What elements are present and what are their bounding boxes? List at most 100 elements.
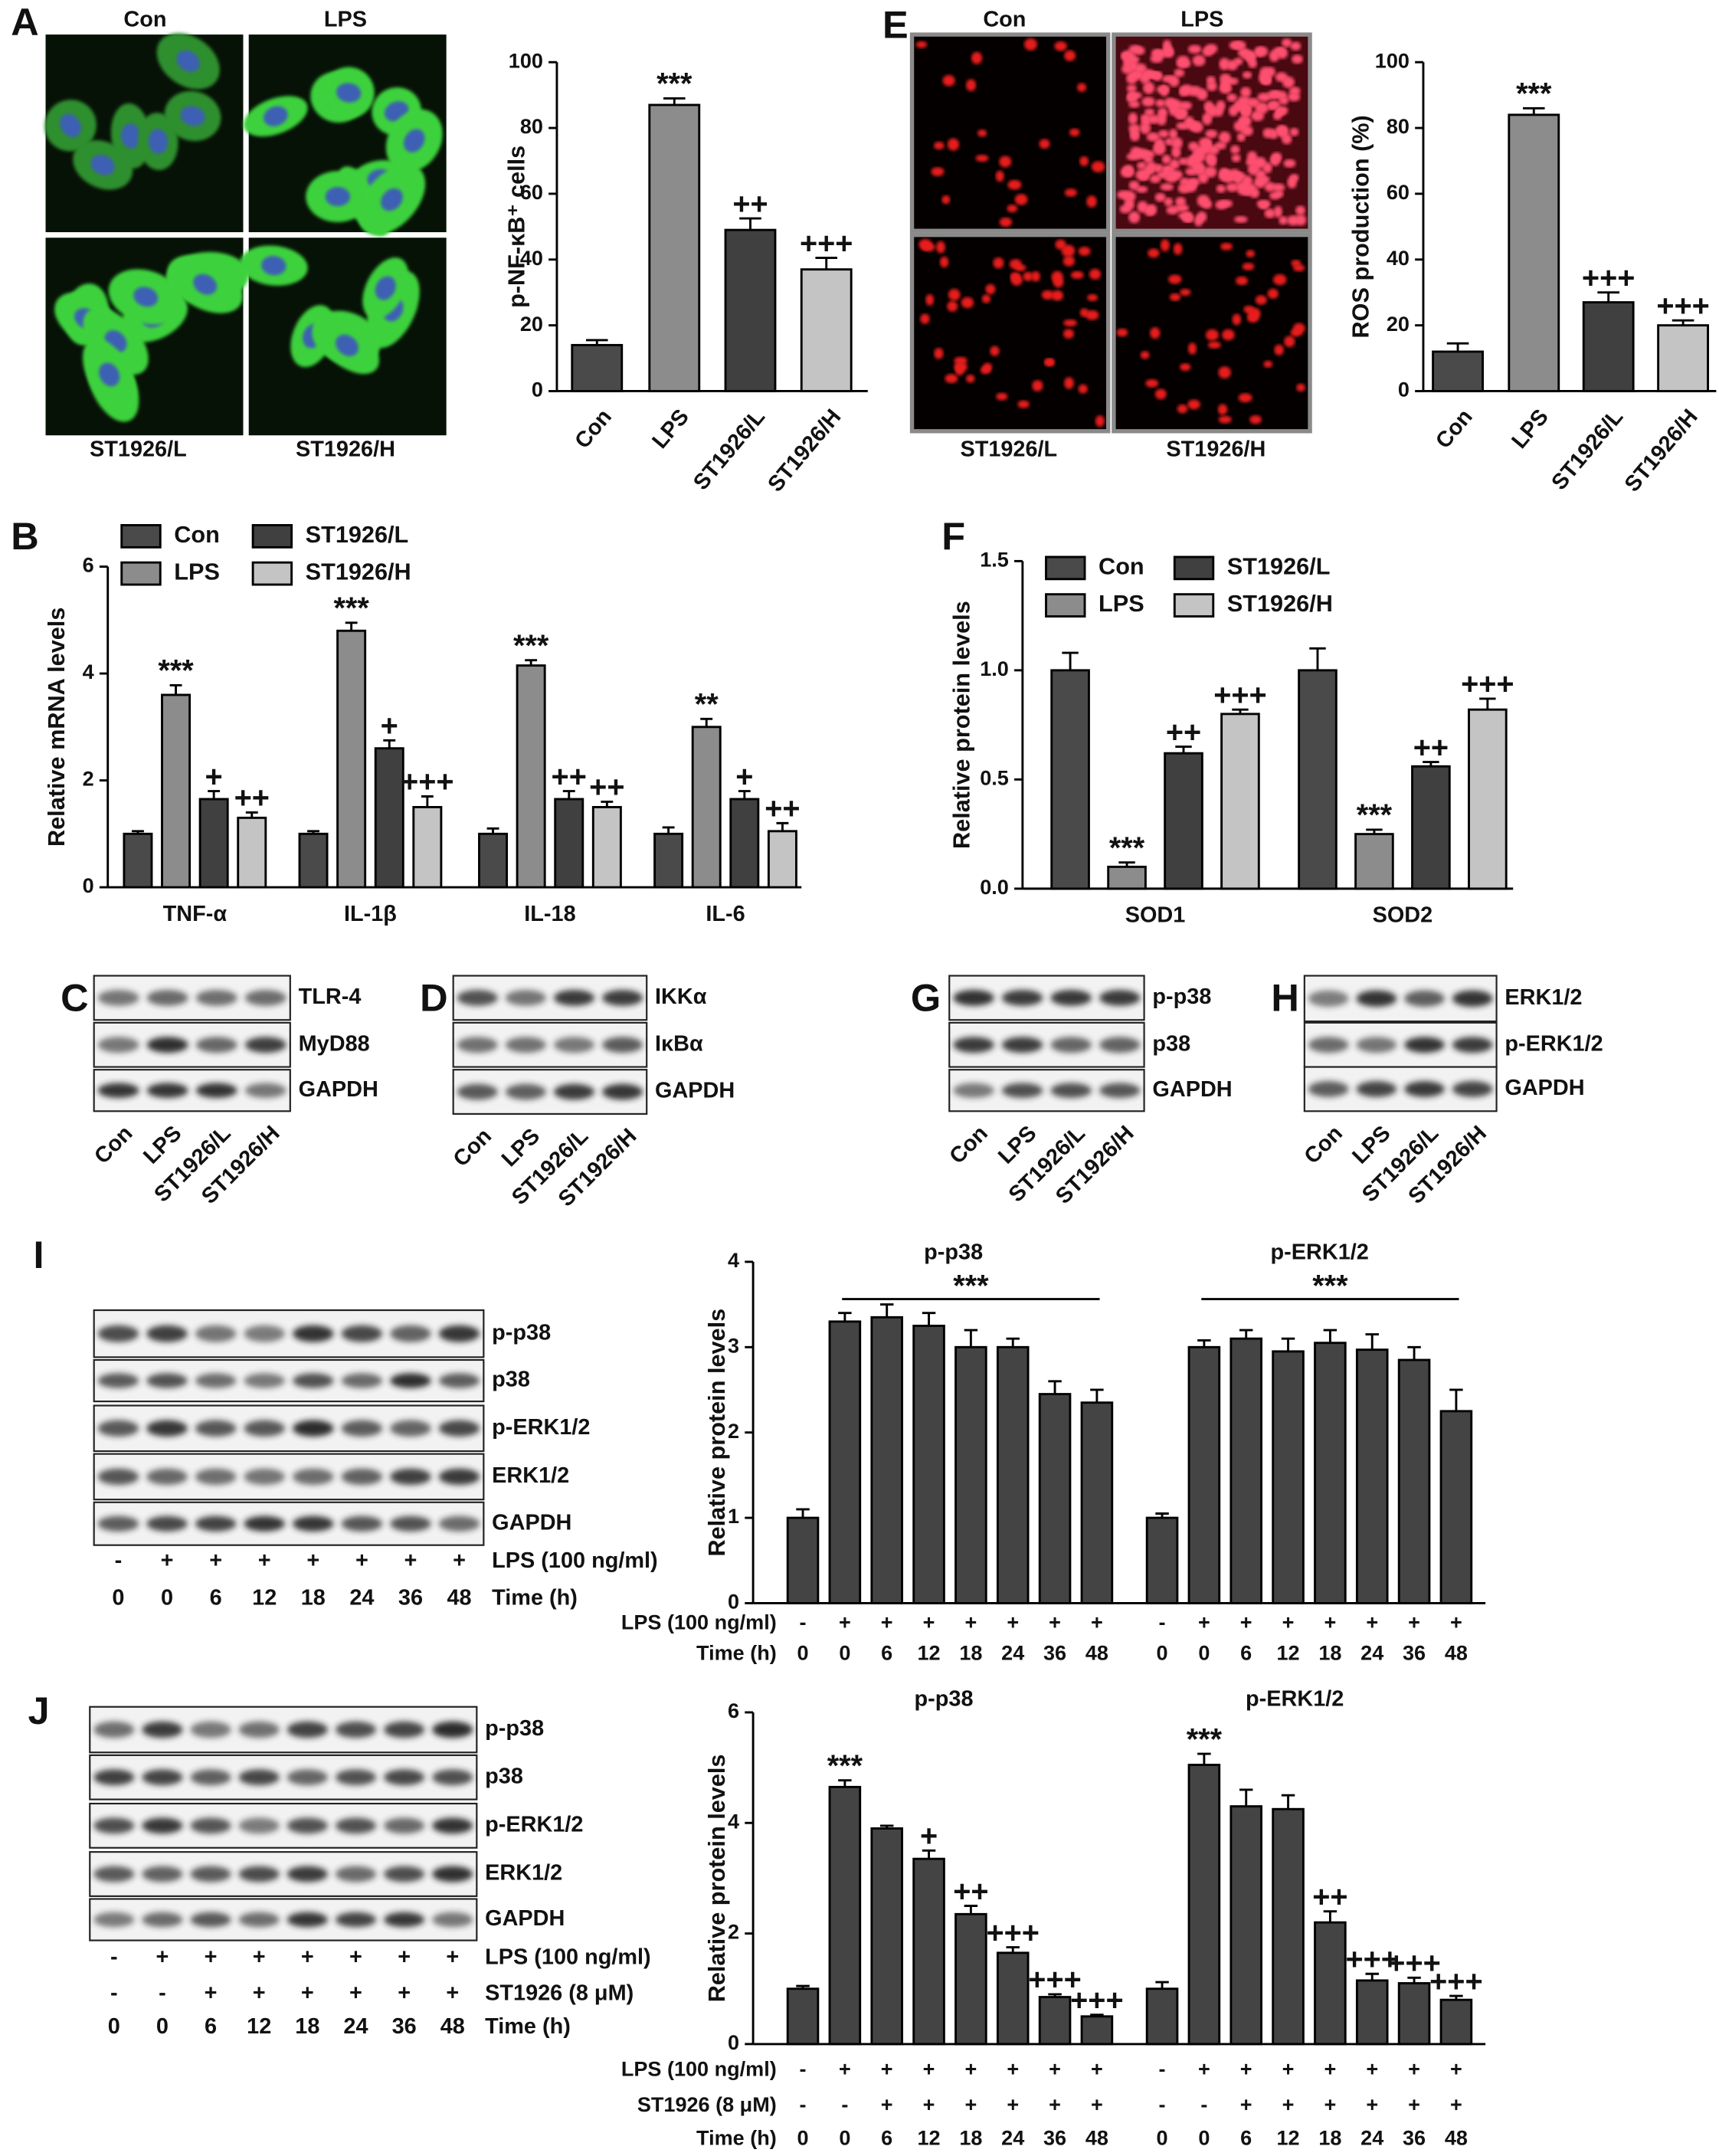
bar	[996, 1345, 1030, 1604]
nucleus	[1198, 172, 1209, 184]
bar	[1397, 1982, 1431, 2046]
nucleus	[1213, 106, 1224, 117]
blot-band	[390, 1373, 431, 1388]
bar	[336, 629, 367, 889]
blot-band	[190, 1817, 231, 1834]
significance: +++	[1656, 289, 1710, 323]
legend-label: ST1926/L	[1227, 553, 1331, 579]
blot-band	[286, 1721, 328, 1738]
nucleus	[1041, 290, 1054, 300]
nucleus	[1284, 336, 1295, 348]
blot-band	[432, 1769, 473, 1786]
blot-band	[142, 1721, 183, 1738]
y-tick-label: 60	[520, 181, 543, 204]
bar	[648, 103, 701, 392]
condition: +	[1324, 2093, 1336, 2116]
condition: 18	[1318, 1641, 1341, 1664]
condition-label: Time (h)	[696, 2126, 777, 2149]
nucleus	[1135, 185, 1148, 193]
y-tick-label: 1.0	[980, 657, 1009, 680]
condition: 6	[205, 2014, 217, 2039]
micrograph	[1112, 232, 1312, 434]
nucleus	[1187, 178, 1200, 187]
nucleus	[1064, 188, 1077, 197]
nucleus	[1242, 262, 1255, 270]
nucleus	[1070, 270, 1084, 280]
condition: -	[110, 1981, 118, 2006]
blot-band	[93, 1721, 135, 1738]
nucleus	[1296, 383, 1305, 392]
nucleus	[1155, 99, 1166, 107]
condition: +	[205, 1945, 218, 1970]
x-tick-label: LPS	[647, 405, 694, 454]
band-label: GAPDH	[655, 1079, 735, 1103]
image-label: ST1926/L	[90, 437, 187, 462]
significance: +++	[1429, 1964, 1483, 1998]
nucleus	[1202, 47, 1214, 57]
nucleus	[980, 365, 990, 375]
blot-band	[195, 1083, 237, 1098]
bar	[1164, 752, 1203, 890]
condition: +	[1091, 2093, 1103, 2116]
condition: 18	[959, 2126, 982, 2149]
condition: +	[1282, 2057, 1295, 2080]
bar	[1411, 765, 1451, 890]
blot-band	[505, 989, 546, 1006]
nucleus	[1079, 308, 1089, 317]
band-label: GAPDH	[492, 1510, 571, 1535]
blot-band	[1356, 1037, 1397, 1053]
nucleus	[1271, 152, 1282, 162]
nucleus	[1146, 132, 1160, 142]
nucleus	[1197, 211, 1207, 223]
blot-band	[341, 1420, 383, 1437]
blot-band	[142, 1866, 183, 1882]
significance: +++	[1345, 1943, 1399, 1977]
condition: -	[159, 1981, 166, 2006]
x-tick-label: ST1926/H	[763, 405, 846, 496]
nucleus	[1179, 177, 1190, 186]
bar	[1298, 669, 1338, 890]
band-label: p-p38	[1152, 985, 1211, 1009]
condition: -	[1159, 2057, 1166, 2080]
y-tick-label: 2	[728, 1420, 739, 1443]
nucleus	[954, 356, 968, 365]
condition: 48	[1085, 2126, 1108, 2149]
blot-band	[1099, 1083, 1141, 1098]
nucleus	[1169, 169, 1183, 180]
image-label: ST1926/L	[960, 437, 1057, 462]
legend-label: LPS	[174, 559, 220, 585]
condition: +	[964, 2057, 977, 2080]
condition: 6	[881, 2126, 892, 2149]
condition: +	[446, 1945, 459, 1970]
cell-nucleus	[263, 106, 288, 126]
nucleus	[1089, 268, 1102, 280]
nucleus	[1169, 293, 1181, 301]
legend-label: ST1926/H	[1227, 591, 1333, 617]
cell-nucleus	[121, 123, 141, 149]
blot-band	[97, 989, 139, 1006]
nucleus	[1014, 264, 1026, 272]
cell-nucleus	[133, 287, 159, 307]
nucleus	[1220, 169, 1233, 178]
condition: +	[1049, 2057, 1061, 2080]
blot-band	[335, 1721, 377, 1738]
band-label: ERK1/2	[485, 1861, 562, 1886]
condition: -	[1159, 2093, 1166, 2116]
micrograph	[45, 238, 249, 436]
condition: +	[1408, 2057, 1420, 2080]
nucleus	[1237, 96, 1251, 106]
nucleus	[1187, 120, 1200, 131]
blot-band	[142, 1817, 183, 1834]
condition: +	[349, 1945, 362, 1970]
condition: +	[1198, 1611, 1210, 1634]
condition: +	[1366, 2093, 1378, 2116]
x-tick-label: Con	[570, 405, 617, 454]
blot-band	[1099, 989, 1141, 1006]
condition: 0	[1198, 1641, 1210, 1664]
condition: 36	[1043, 1641, 1066, 1664]
nucleus	[999, 217, 1013, 228]
legend-swatch	[1173, 555, 1215, 581]
blot-band	[142, 1769, 183, 1786]
nucleus	[1063, 319, 1077, 327]
significance: ***	[953, 1270, 989, 1303]
